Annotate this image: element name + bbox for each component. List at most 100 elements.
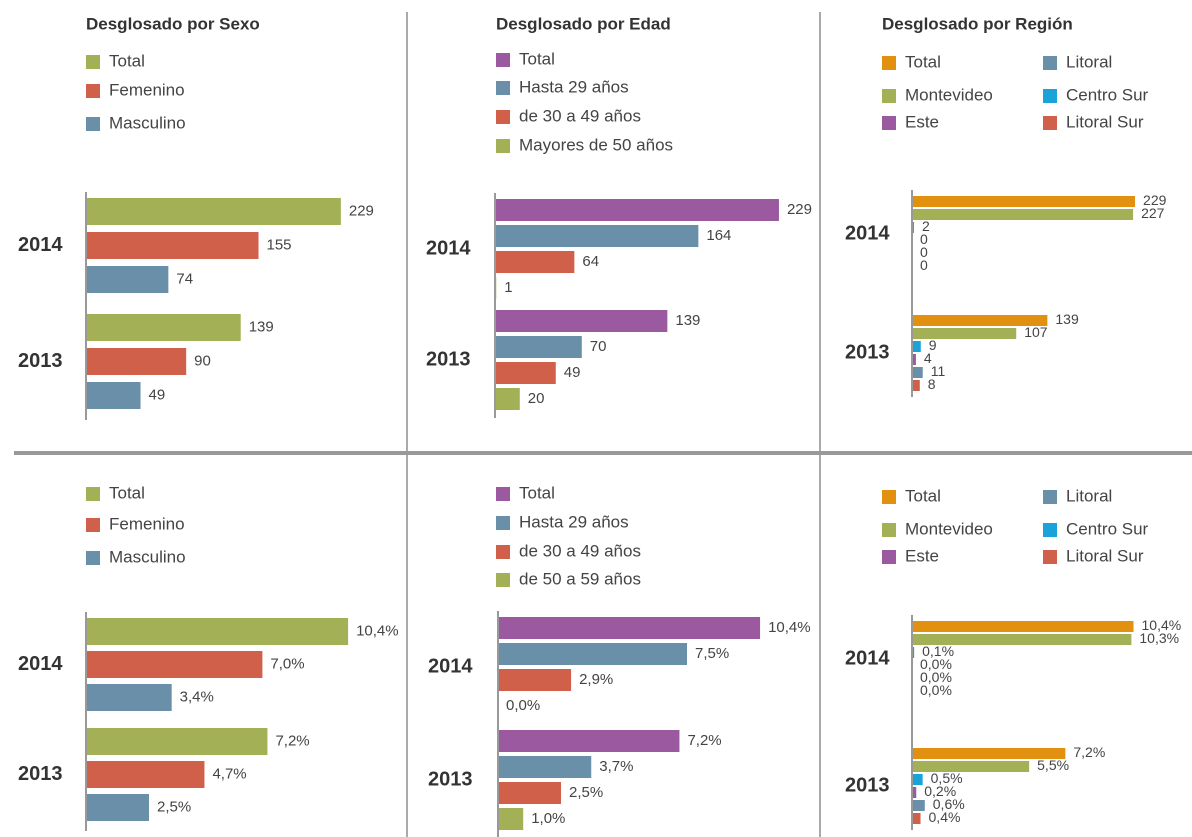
bar — [86, 232, 259, 259]
legend-swatch — [496, 110, 510, 124]
legend-swatch — [86, 84, 100, 98]
legend-swatch — [86, 551, 100, 565]
value-label: 10,4% — [768, 619, 811, 636]
legend-swatch — [882, 490, 896, 504]
legend-swatch — [496, 516, 510, 530]
category-label: 2013 — [845, 774, 890, 796]
bar — [495, 310, 668, 332]
bar — [86, 761, 205, 788]
value-label: 64 — [582, 253, 599, 270]
legend-label: Total — [905, 52, 941, 71]
value-label: 229 — [349, 202, 374, 219]
bar — [912, 209, 1134, 220]
legend-swatch — [882, 56, 896, 70]
value-label: 0 — [920, 244, 928, 260]
legend-label: Masculino — [109, 113, 186, 132]
legend-swatch — [882, 550, 896, 564]
value-label: 2 — [922, 218, 930, 234]
legend-label: Masculino — [109, 547, 186, 566]
value-label: 139 — [675, 312, 700, 329]
bar — [495, 388, 520, 410]
value-label: 0,0% — [920, 669, 952, 685]
bar — [912, 748, 1066, 759]
legend-label: Centro Sur — [1066, 519, 1149, 538]
bar — [912, 341, 921, 352]
value-label: 0,6% — [933, 796, 965, 812]
legend-swatch — [86, 487, 100, 501]
value-label: 139 — [249, 318, 274, 335]
legend-swatch — [86, 117, 100, 131]
bar — [912, 315, 1048, 326]
category-label: 2014 — [18, 653, 63, 675]
legend-swatch — [1043, 56, 1057, 70]
value-label: 0,1% — [922, 643, 954, 659]
bar — [498, 617, 761, 639]
value-label: 74 — [176, 270, 193, 287]
legend-label: Total — [519, 49, 555, 68]
value-label: 229 — [1143, 192, 1167, 208]
value-label: 2,5% — [157, 798, 191, 815]
category-label: 2014 — [18, 234, 63, 256]
bar — [86, 348, 187, 375]
legend-label: Total — [109, 483, 145, 502]
value-label: 0 — [920, 257, 928, 273]
legend-swatch — [1043, 116, 1057, 130]
legend-swatch — [496, 139, 510, 153]
legend-swatch — [496, 573, 510, 587]
value-label: 70 — [590, 338, 607, 355]
bar — [86, 618, 349, 645]
legend-swatch — [86, 55, 100, 69]
bar — [86, 382, 141, 409]
legend-swatch — [496, 81, 510, 95]
bar — [86, 684, 172, 711]
legend-label: de 50 a 59 años — [519, 569, 641, 588]
value-label: 49 — [564, 364, 581, 381]
chart-title: Desglosado por Edad — [496, 14, 671, 33]
bar — [498, 782, 561, 804]
value-label: 5,5% — [1037, 757, 1069, 773]
bar — [495, 225, 699, 247]
bar — [912, 354, 916, 365]
value-label: 164 — [706, 227, 731, 244]
bar — [498, 643, 687, 665]
value-label: 10,4% — [1142, 617, 1182, 633]
category-label: 2013 — [428, 768, 473, 790]
value-label: 3,4% — [180, 688, 214, 705]
legend-swatch — [1043, 89, 1057, 103]
legend-swatch — [882, 523, 896, 537]
legend-label: Este — [905, 546, 939, 565]
chart-title: Desglosado por Sexo — [86, 14, 260, 33]
legend-label: Este — [905, 112, 939, 131]
bar — [86, 651, 263, 678]
value-label: 10,3% — [1139, 630, 1179, 646]
legend-swatch — [1043, 523, 1057, 537]
bar — [86, 728, 268, 755]
bar — [498, 808, 524, 830]
legend-label: Litoral Sur — [1066, 112, 1144, 131]
legend-swatch — [882, 89, 896, 103]
value-label: 8 — [928, 376, 936, 392]
legend-label: Litoral — [1066, 486, 1112, 505]
value-label: 4 — [924, 350, 932, 366]
legend-swatch — [882, 116, 896, 130]
value-label: 9 — [929, 337, 937, 353]
legend-label: Hasta 29 años — [519, 512, 629, 531]
value-label: 7,2% — [687, 732, 721, 749]
value-label: 7,0% — [270, 655, 304, 672]
bar — [86, 314, 241, 341]
bar — [912, 761, 1030, 772]
legend-label: Femenino — [109, 514, 185, 533]
value-label: 227 — [1141, 205, 1165, 221]
value-label: 0,4% — [929, 809, 961, 825]
category-label: 2014 — [845, 222, 890, 244]
bar — [912, 328, 1017, 339]
bar — [912, 621, 1134, 632]
bar — [912, 196, 1136, 207]
bar — [495, 251, 575, 273]
legend-label: Montevideo — [905, 519, 993, 538]
legend-swatch — [496, 545, 510, 559]
bar — [912, 367, 923, 378]
bar — [912, 787, 917, 798]
bar — [912, 774, 923, 785]
value-label: 90 — [194, 352, 211, 369]
